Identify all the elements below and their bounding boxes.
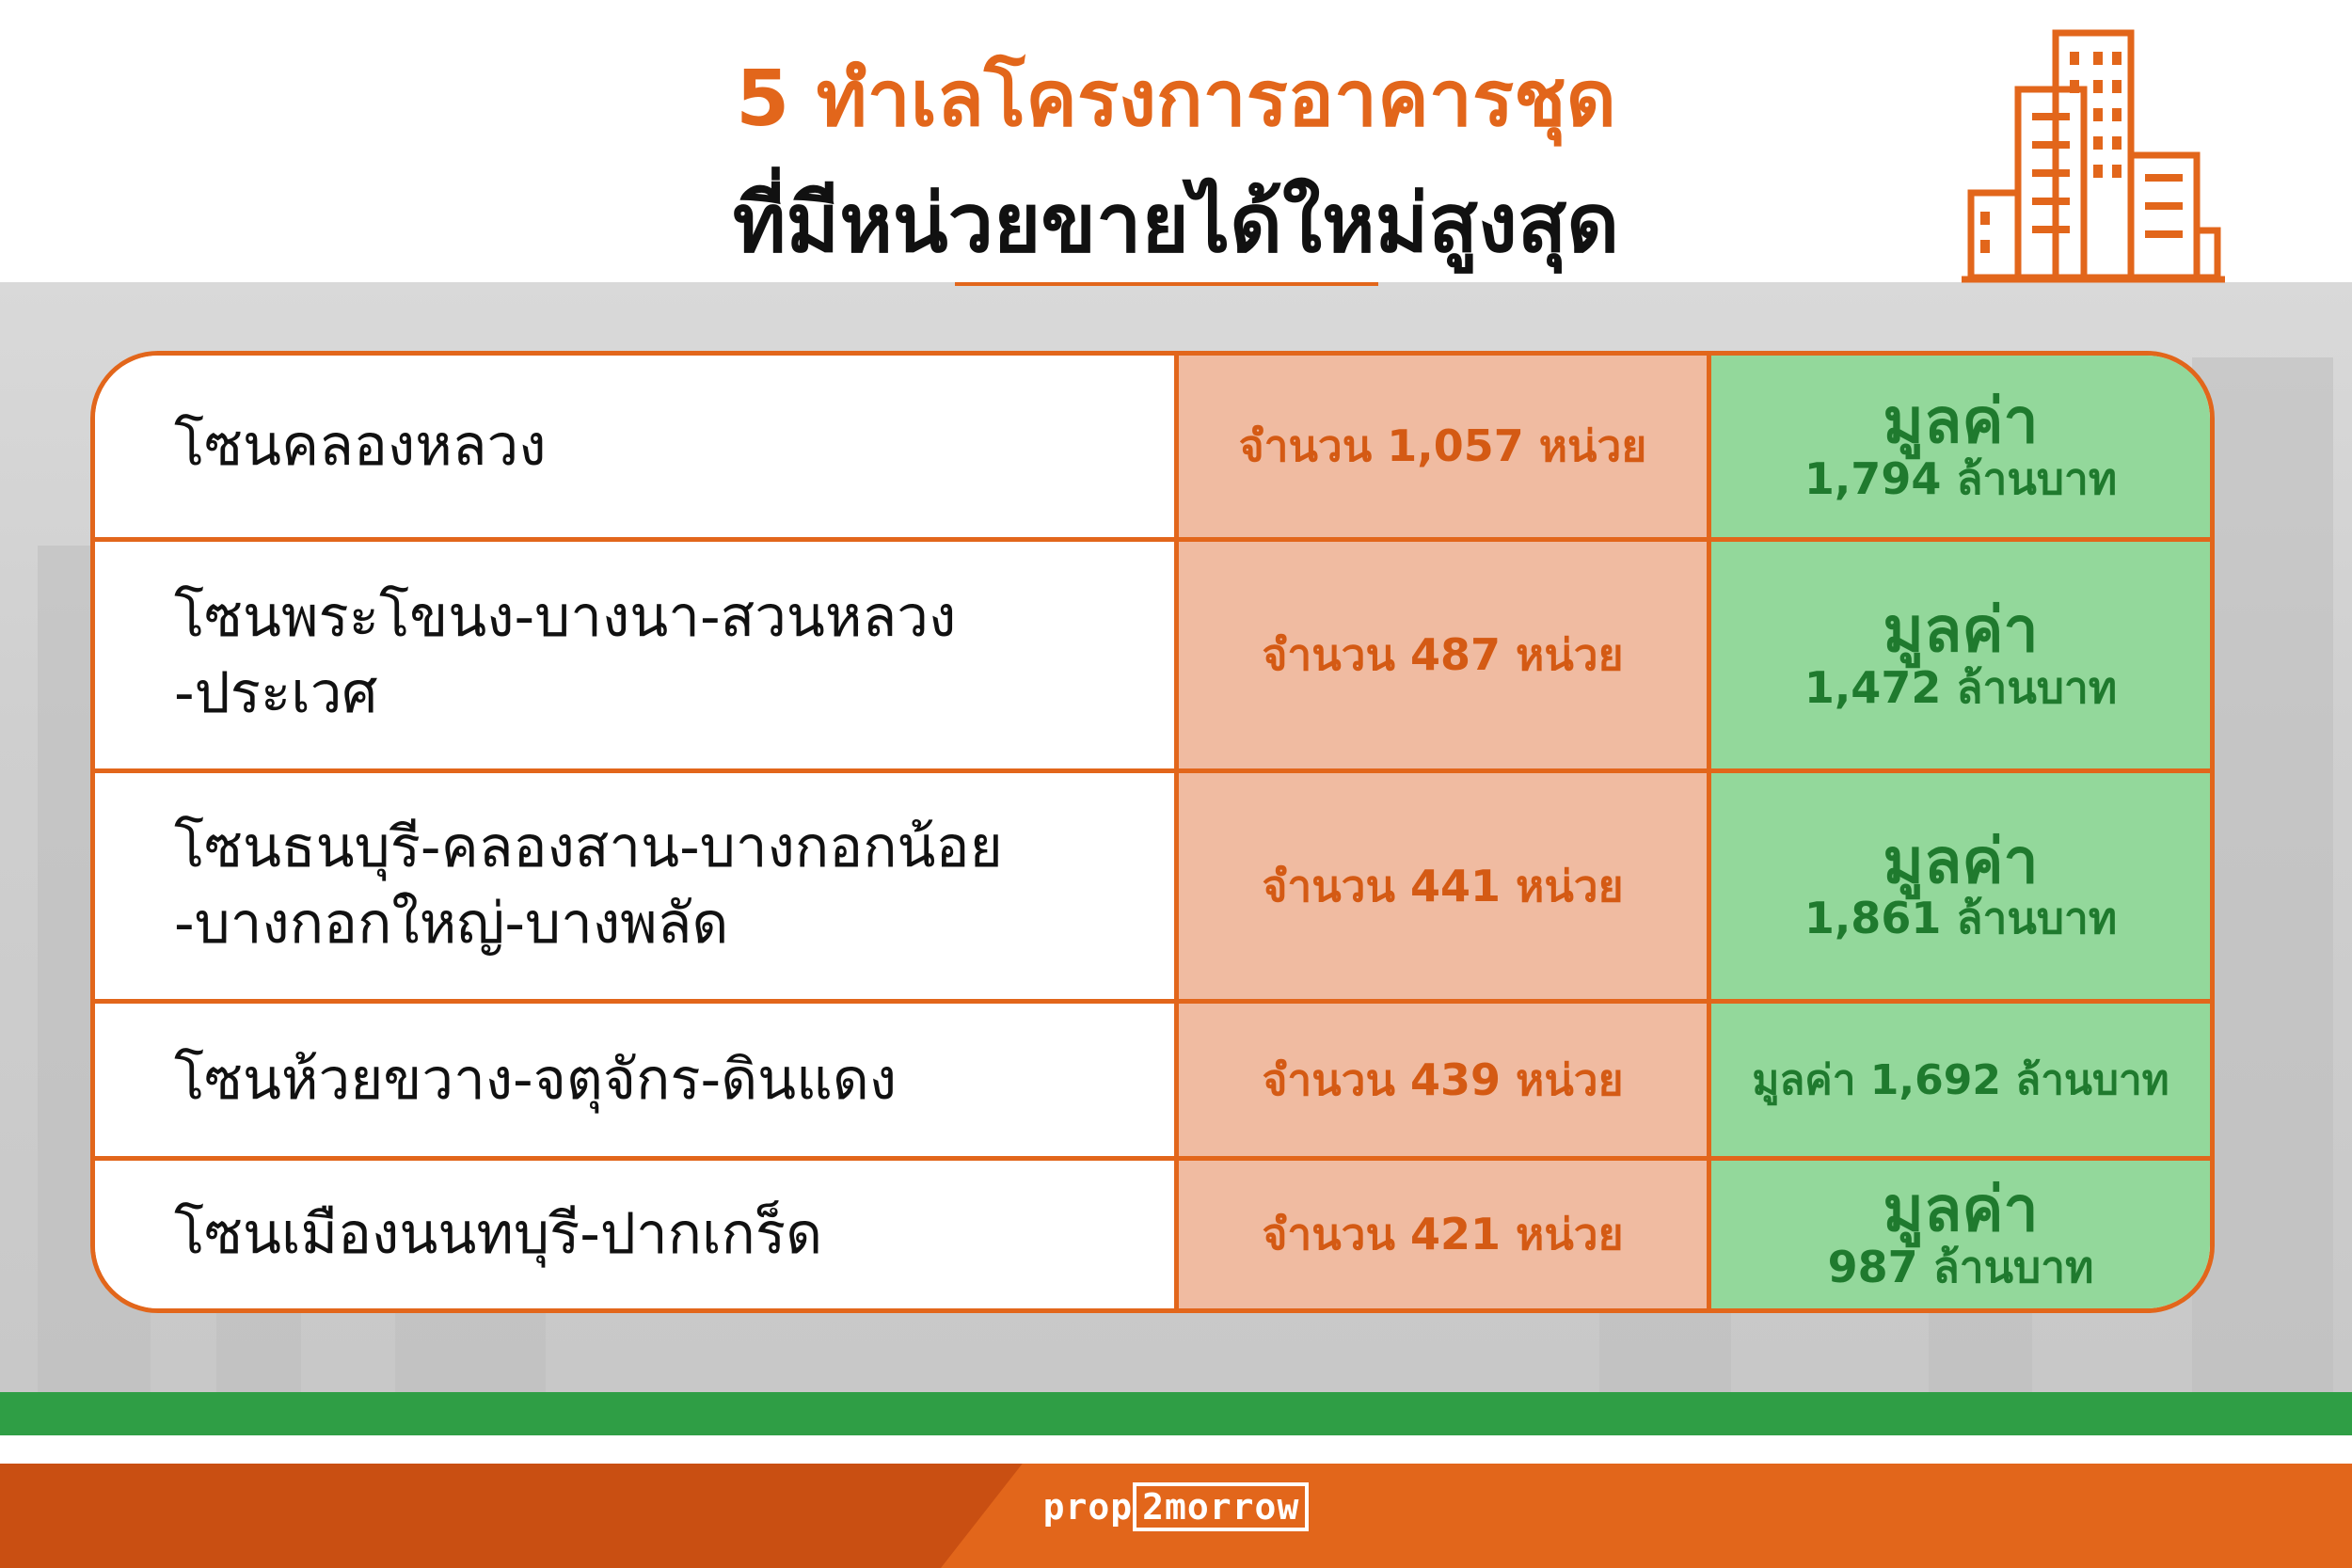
row-divider [95, 999, 2210, 1004]
value-amount: 1,861 ล้านบาท [1804, 893, 2118, 944]
value-label: มูลค่า [1883, 1173, 2039, 1246]
table-row: โซนเมืองนนทบุรี-ปากเกร็ด จำนวน 421 หน่วย… [95, 1161, 2210, 1308]
page-title-line1: 5 ทำเลโครงการอาคารชุด [736, 55, 1616, 144]
row-divider [95, 768, 2210, 773]
unit-count: จำนวน 441 หน่วย [1179, 773, 1711, 999]
value-amount: 1,472 ล้านบาท [1804, 661, 2118, 713]
value-cell: มูลค่า 987 ล้านบาท [1711, 1161, 2210, 1308]
zone-name: โซนห้วยขวาง-จตุจักร-ดินแดง [95, 1004, 1179, 1156]
zone-name: โซนพระโขนง-บางนา-สวนหลวง -ประเวศ [95, 542, 1179, 768]
value-label: มูลค่า [1883, 385, 2039, 458]
buildings-icon [1962, 29, 2225, 283]
logo-text: prop [1042, 1486, 1134, 1528]
value-cell: มูลค่า 1,794 ล้านบาท [1711, 356, 2210, 537]
value-label: มูลค่า [1883, 594, 2039, 667]
row-divider [95, 1156, 2210, 1161]
unit-count: จำนวน 421 หน่วย [1179, 1161, 1711, 1308]
title-underline [955, 282, 1378, 286]
value-inline: มูลค่า 1,692 ล้านบาท [1711, 1004, 2210, 1156]
value-cell: มูลค่า 1,861 ล้านบาท [1711, 773, 2210, 999]
table-row: โซนธนบุรี-คลองสาน-บางกอกน้อย -บางกอกใหญ่… [95, 773, 2210, 999]
page-title-line2: ที่มีหน่วยขายได้ใหม่สูงสุด [732, 177, 1620, 271]
zone-table: โซนคลองหลวง จำนวน 1,057 หน่วย มูลค่า 1,7… [90, 351, 2215, 1313]
table-row: โซนคลองหลวง จำนวน 1,057 หน่วย มูลค่า 1,7… [95, 356, 2210, 537]
value-cell: มูลค่า 1,472 ล้านบาท [1711, 542, 2210, 768]
row-divider [95, 537, 2210, 542]
unit-count: จำนวน 439 หน่วย [1179, 1004, 1711, 1156]
table-row: โซนพระโขนง-บางนา-สวนหลวง -ประเวศ จำนวน 4… [95, 542, 2210, 768]
unit-count: จำนวน 487 หน่วย [1179, 542, 1711, 768]
green-stripe [0, 1392, 2352, 1435]
logo-boxed-text: 2morrow [1133, 1482, 1310, 1531]
footer-bar [0, 1464, 2352, 1568]
unit-count: จำนวน 1,057 หน่วย [1179, 356, 1711, 537]
stripe-gap [0, 1435, 2352, 1464]
value-amount: 1,794 ล้านบาท [1804, 452, 2118, 504]
header-band [0, 0, 2352, 282]
table-row: โซนห้วยขวาง-จตุจักร-ดินแดง จำนวน 439 หน่… [95, 1004, 2210, 1156]
value-label: มูลค่า [1883, 824, 2039, 897]
value-amount: 987 ล้านบาท [1827, 1241, 2094, 1292]
brand-logo: prop 2morrow [0, 1482, 2352, 1531]
zone-name: โซนธนบุรี-คลองสาน-บางกอกน้อย -บางกอกใหญ่… [95, 773, 1179, 999]
zone-name: โซนเมืองนนทบุรี-ปากเกร็ด [95, 1161, 1179, 1308]
zone-name: โซนคลองหลวง [95, 356, 1179, 537]
